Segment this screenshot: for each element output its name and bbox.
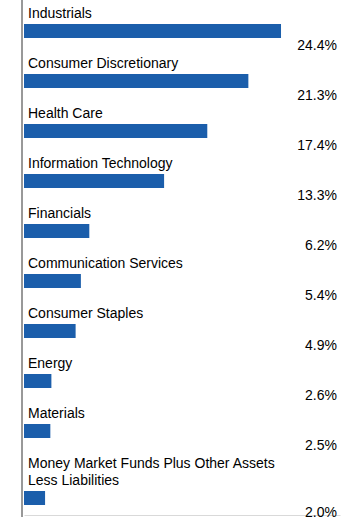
category-label: Consumer Staples [28,305,143,321]
category-labels: Industrials Consumer Discretionary Health … [28,5,275,488]
data-label: 2.0% [305,504,337,517]
bar [24,74,248,88]
value-axis-line [25,515,341,516]
bar [24,24,281,38]
data-label: 6.2% [305,237,337,253]
bar [24,224,89,238]
data-label: 17.4% [297,137,337,153]
category-label: Financials [28,205,91,221]
value-axis [25,515,341,516]
data-label: 24.4% [297,37,337,53]
category-axis-line [22,0,23,517]
data-label: 5.4% [305,287,337,303]
data-label: 21.3% [297,87,337,103]
category-label: Money Market Funds Plus Other AssetsLess… [28,455,275,488]
bar [24,491,45,505]
category-label: Materials [28,405,85,421]
bar [24,374,51,388]
category-label: Energy [28,355,72,371]
data-label: 2.5% [305,437,337,453]
data-label: 13.3% [297,187,337,203]
data-labels: 24.4% 21.3% 17.4% 13.3% 6.2% 5.4% 4.9% 2.6% 2.5%… [297,37,337,517]
category-label: Industrials [28,5,92,21]
data-label: 2.6% [305,387,337,403]
bar [24,324,76,338]
data-label: 4.9% [305,337,337,353]
chart: Industrials Consumer Discretionary Health … [0,0,360,517]
category-label: Consumer Discretionary [28,55,178,71]
bar [24,274,81,288]
category-label: Information Technology [28,155,173,171]
category-label: Communication Services [28,255,183,271]
bar [24,124,207,138]
bar [24,174,164,188]
bar [24,424,50,438]
category-label: Health Care [28,105,103,121]
bars [24,24,281,505]
